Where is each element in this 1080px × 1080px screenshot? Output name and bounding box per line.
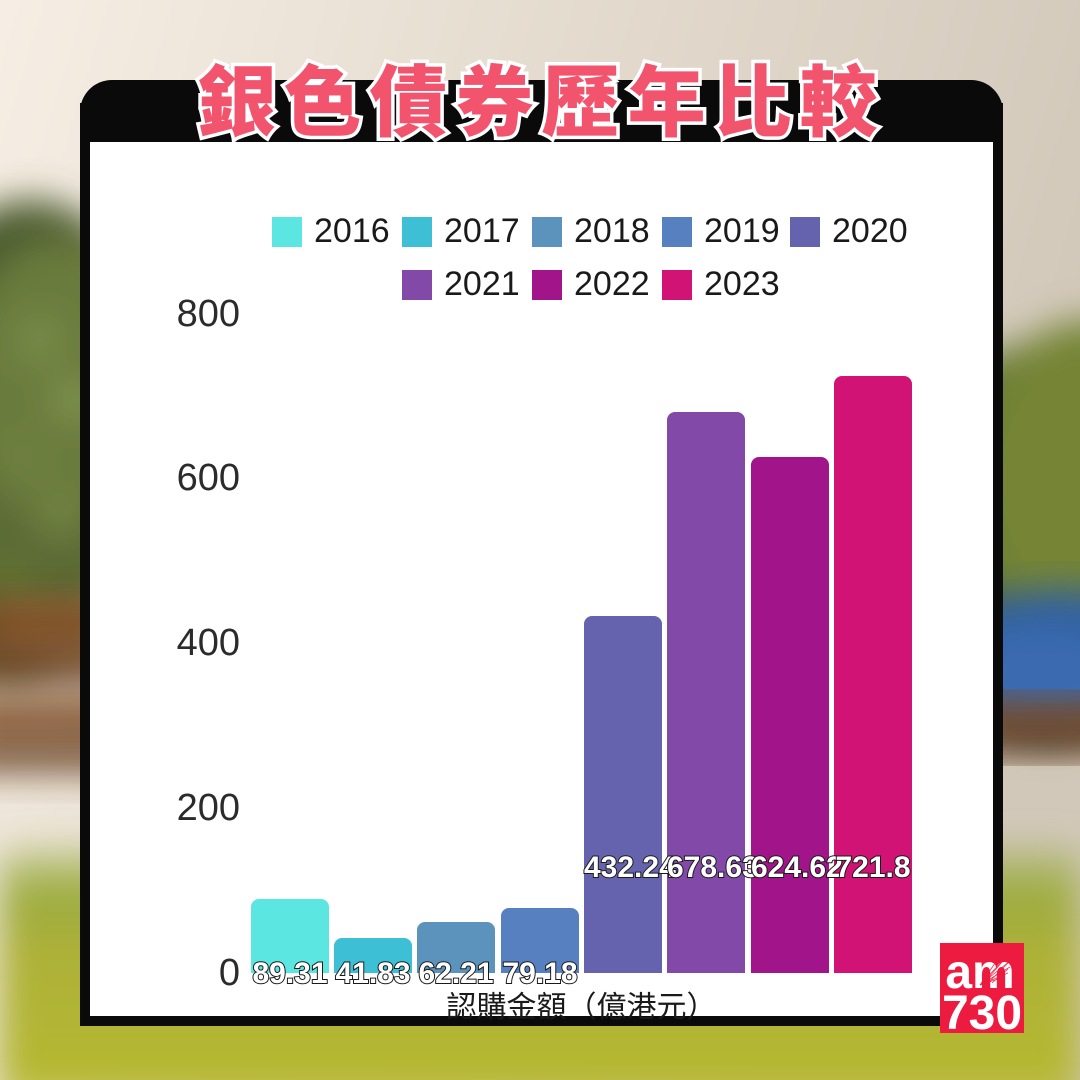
svg-text:730: 730 bbox=[942, 987, 1022, 1033]
